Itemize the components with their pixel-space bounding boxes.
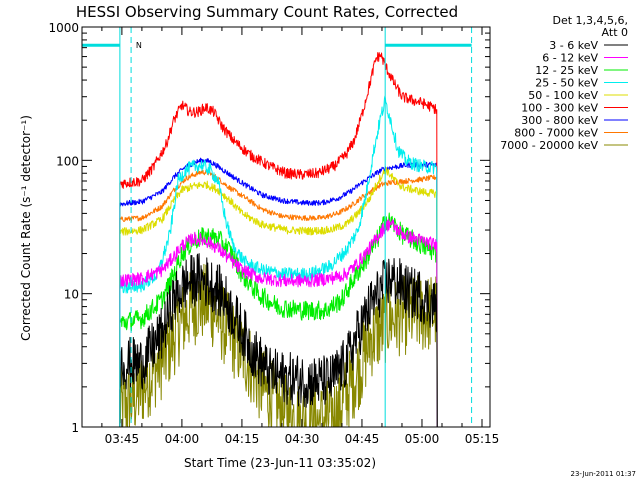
x-tick-label: 04:45 [345,432,380,446]
series-line-3-6kev [119,253,438,428]
legend-label: 12 - 25 keV [535,64,598,77]
legend-label: 300 - 800 keV [521,114,598,127]
legend-label: 800 - 7000 keV [514,127,598,140]
plot-frame [81,26,491,428]
y-tick-label: 100 [56,154,79,168]
legend-label: 25 - 50 keV [535,77,598,90]
series-line-800-7000kev [119,169,438,428]
y-tick-label: 1 [71,421,79,435]
y-axis-label: Corrected Count Rate (s⁻¹ detector⁻¹) [19,115,33,341]
legend-label: 3 - 6 keV [549,39,598,52]
x-tick-label: 05:00 [405,432,440,446]
x-axis: 03:45 04:00 04:15 04:30 04:45 05:00 05:15 [101,27,500,446]
x-tick-label: 04:30 [285,432,320,446]
series-line-300-800kev [119,157,438,428]
x-tick-label: 03:45 [105,432,140,446]
series-line-50-100kev [119,167,438,428]
series-line-12-25kev [119,212,438,428]
y-axis: 1 10 100 1000 [48,21,490,435]
series-line-6-12kev [119,218,438,428]
annotation-1: N [136,41,142,50]
y-tick-label: 10 [64,288,79,302]
legend-label: 7000 - 20000 keV [500,139,598,152]
y-tick-label: 1000 [48,21,79,35]
x-axis-label: Start Time (23-Jun-11 03:35:02) [184,456,376,470]
x-tick-label: 05:15 [465,432,500,446]
series-line-100-300kev [119,52,438,428]
x-tick-label: 04:15 [225,432,260,446]
chart-title: HESSI Observing Summary Count Rates, Cor… [76,3,458,21]
legend-label: 100 - 300 keV [521,102,598,115]
plot-area: N [81,26,491,428]
series-line-25-50kev [119,95,438,428]
legend-header: Att 0 [602,26,628,39]
x-tick-label: 04:00 [165,432,200,446]
legend-label: 50 - 100 keV [528,89,598,102]
legend-header: Det 1,3,4,5,6, [552,14,628,27]
timestamp: 23-Jun-2011 01:37 [571,470,637,478]
legend-label: 6 - 12 keV [542,52,598,65]
